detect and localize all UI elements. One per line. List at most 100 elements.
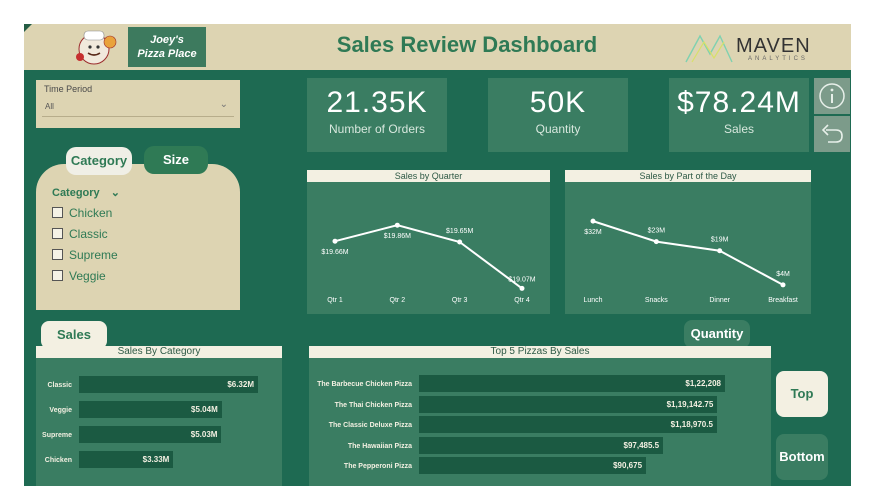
series-line: [334, 224, 523, 290]
category-label: Classic: [47, 382, 72, 389]
slicer-item-chicken[interactable]: Chicken: [52, 206, 112, 220]
header-bar: Joey's Pizza Place Sales Review Dashboar…: [24, 24, 851, 70]
x-tick-label: Lunch: [583, 297, 602, 304]
data-point[interactable]: [394, 222, 400, 228]
x-tick-label: Dinner: [709, 297, 730, 304]
bar-row: Classic $6.32M: [36, 376, 282, 396]
category-label: Supreme: [42, 432, 72, 439]
bar-row: The Barbecue Chicken Pizza $1,22,208: [309, 375, 771, 395]
tab-category[interactable]: Category: [66, 147, 132, 175]
category-label: Veggie: [49, 407, 72, 414]
x-tick-label: Qtr 1: [327, 297, 343, 304]
checkbox[interactable]: [52, 270, 63, 281]
data-label: $5.04M: [191, 405, 218, 414]
slicer-item-veggie[interactable]: Veggie: [52, 269, 106, 283]
data-point[interactable]: [519, 285, 525, 291]
sales-button[interactable]: Sales: [41, 321, 107, 349]
bar[interactable]: $3.33M: [79, 451, 174, 468]
kpi-value: $78.24M: [677, 86, 801, 119]
maven-subtext: ANALYTICS: [748, 56, 808, 62]
chevron-down-icon: ⌄: [110, 187, 120, 199]
bar-row: The Hawaiian Pizza $97,485.5: [309, 436, 771, 457]
data-label: $6.32M: [227, 380, 254, 389]
brand-line1: Joey's: [150, 34, 184, 46]
chart-title: Sales by Quarter: [307, 170, 550, 182]
data-label: $97,485.5: [623, 440, 660, 450]
data-label: $23M: [648, 228, 666, 235]
slicer-header[interactable]: Category ⌄: [52, 186, 120, 199]
slicer-item-label: Supreme: [69, 248, 118, 262]
checkbox[interactable]: [52, 207, 63, 218]
bar[interactable]: $1,19,142.75: [419, 395, 718, 413]
kpi-label: Number of Orders: [328, 122, 426, 136]
bar-row: The Classic Deluxe Pizza $1,18,970.5: [309, 416, 771, 436]
kpi-value: 50K: [529, 86, 587, 119]
bar-row: The Thai Chicken Pizza $1,19,142.75: [309, 395, 771, 416]
chart-sales-by-quarter: Sales by Quarter $19.66M Qtr 1 $19.86M Qtr …: [307, 170, 550, 314]
bar-row: Supreme $5.03M: [36, 426, 282, 446]
data-label: $19.66M: [321, 249, 348, 256]
bar[interactable]: $5.04M: [79, 401, 222, 418]
x-tick-label: Snacks: [645, 297, 668, 304]
bar[interactable]: $97,485.5: [419, 436, 664, 454]
kpi-value: 21.35K: [326, 86, 428, 119]
time-period-dropdown[interactable]: All ⌄: [42, 99, 234, 117]
kpi-label: Sales: [723, 122, 755, 136]
chart-title: Sales by Part of the Day: [565, 170, 811, 182]
kpi-card-quantity: 50K Quantity: [488, 78, 628, 152]
checkbox[interactable]: [52, 249, 63, 260]
slicer-item-label: Veggie: [69, 269, 106, 283]
slicer-item-label: Chicken: [69, 206, 113, 220]
data-label: $4M: [776, 271, 790, 278]
slicer-item-label: Classic: [69, 227, 108, 241]
bottom-button[interactable]: Bottom: [776, 434, 828, 480]
data-label: $1,19,142.75: [666, 399, 714, 409]
bar-row: Veggie $5.04M: [36, 401, 282, 421]
line-chart-part-of-day: $32M Lunch $23M Snacks $19M Dinner $4M Breakfas…: [583, 218, 798, 304]
maven-wordmark: MAVEN: [736, 35, 811, 57]
bar[interactable]: $5.03M: [79, 426, 222, 443]
data-point[interactable]: [457, 239, 463, 245]
data-point[interactable]: [332, 238, 338, 244]
bar-row: The Pepperoni Pizza $90,675: [309, 457, 771, 477]
bar[interactable]: $6.32M: [79, 376, 258, 393]
page-title: Sales Review Dashboard: [336, 32, 598, 57]
chart-top-5-pizzas: Top 5 Pizzas By Sales The Barbecue Chick…: [309, 346, 771, 486]
bar[interactable]: $90,675: [419, 457, 647, 474]
x-tick-label: Qtr 2: [390, 297, 406, 304]
bar[interactable]: $1,18,970.5: [419, 416, 717, 433]
line-chart-quarter: $19.66M Qtr 1 $19.86M Qtr 2 $19.65M Qtr 3 $19.…: [321, 222, 536, 304]
back-arrow-icon[interactable]: [814, 116, 850, 152]
data-point[interactable]: [780, 282, 786, 288]
data-point[interactable]: [590, 218, 596, 224]
slicer-item-classic[interactable]: Classic: [52, 227, 108, 241]
brand-line2: Pizza Place: [137, 48, 197, 60]
maven-analytics-logo: MAVEN ANALYTICS: [684, 30, 834, 64]
chart-sales-by-part-of-day: Sales by Part of the Day $32M Lunch $23M Sn…: [565, 170, 811, 314]
data-label: $19.07M: [508, 276, 535, 283]
data-label: $19.65M: [446, 228, 473, 235]
x-tick-label: Qtr 3: [452, 297, 468, 304]
pizza-chef-logo: [58, 27, 128, 67]
corner-accent: [24, 24, 32, 32]
dashboard: Joey's Pizza Place Sales Review Dashboar…: [24, 24, 851, 486]
tab-size[interactable]: Size: [144, 146, 208, 174]
slicer-item-supreme[interactable]: Supreme: [52, 248, 118, 262]
checkbox[interactable]: [52, 228, 63, 239]
quantity-button[interactable]: Quantity: [684, 320, 750, 348]
category-label: The Classic Deluxe Pizza: [328, 422, 412, 429]
category-label: The Hawaiian Pizza: [347, 442, 412, 450]
bar[interactable]: $1,22,208: [419, 375, 725, 392]
data-point[interactable]: [717, 248, 723, 254]
data-point[interactable]: [653, 239, 659, 245]
data-label: $90,675: [613, 461, 643, 470]
info-icon[interactable]: [814, 78, 850, 114]
data-label: $1,22,208: [685, 379, 721, 388]
x-tick-label: Breakfast: [768, 297, 798, 304]
data-label: $1,18,970.5: [670, 420, 713, 429]
top-button[interactable]: Top: [776, 371, 828, 417]
category-label: The Pepperoni Pizza: [343, 463, 412, 470]
x-tick-label: Qtr 4: [514, 297, 530, 304]
time-period-label: Time Period: [44, 84, 93, 94]
bar-row: Chicken $3.33M: [36, 451, 282, 471]
